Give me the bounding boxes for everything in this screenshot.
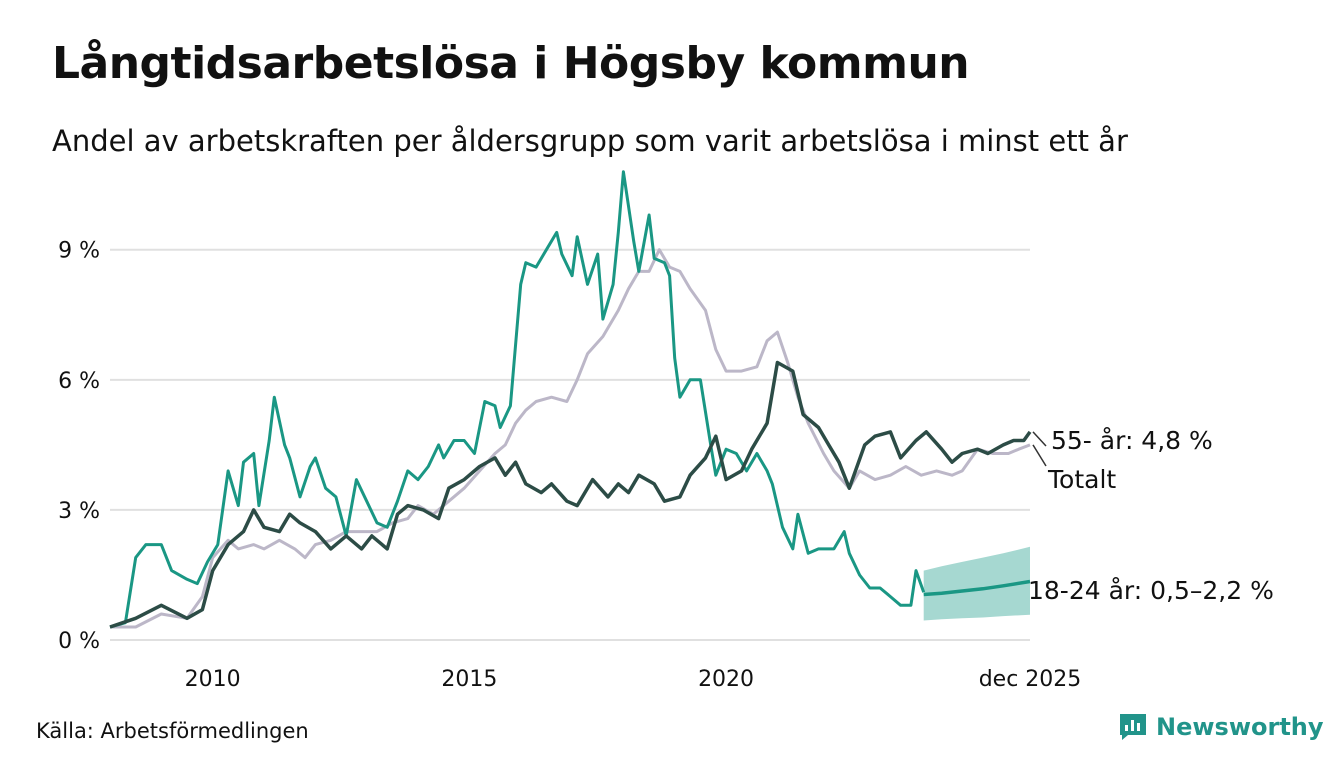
y-tick-label: 0 % [58,629,100,654]
x-tick-label: 2010 [185,667,241,692]
source-note: Källa: Arbetsförmedlingen [36,719,309,743]
series-18-24-forecast-line [923,579,1031,597]
newsworthy-icon [1120,714,1146,740]
brand-logo: Newsworthy [1118,712,1324,742]
label-leader-55 [1032,431,1047,447]
series-totalt-end-label: Totalt [1047,465,1116,494]
brand-name: Newsworthy [1156,713,1324,741]
y-tick-label: 3 % [58,499,100,524]
series-18-24-forecast-band [923,546,1030,621]
chart-subtitle: Andel av arbetskraften per åldersgrupp s… [52,124,1128,158]
series-55-end-label: 55- år: 4,8 % [1051,426,1213,455]
series-18-24-end-label: 18-24 år: 0,5–2,2 % [1028,576,1274,605]
y-tick-label: 6 % [58,369,100,394]
series-18-24-line [109,170,926,629]
chart-title: Långtidsarbetslösa i Högsby kommun [52,38,970,89]
x-tick-label: dec 2025 [979,667,1082,692]
series-55-line [109,360,1032,629]
x-tick-label: 2015 [441,667,497,692]
label-leader-totalt [1032,444,1047,467]
series-totalt-line [110,248,1031,629]
line-chart: 0 % 3 % 6 % 9 % 2010 2015 2020 dec 2025 55- år: … [58,170,1274,692]
x-tick-label: 2020 [698,667,754,692]
y-tick-label: 9 % [58,239,100,264]
